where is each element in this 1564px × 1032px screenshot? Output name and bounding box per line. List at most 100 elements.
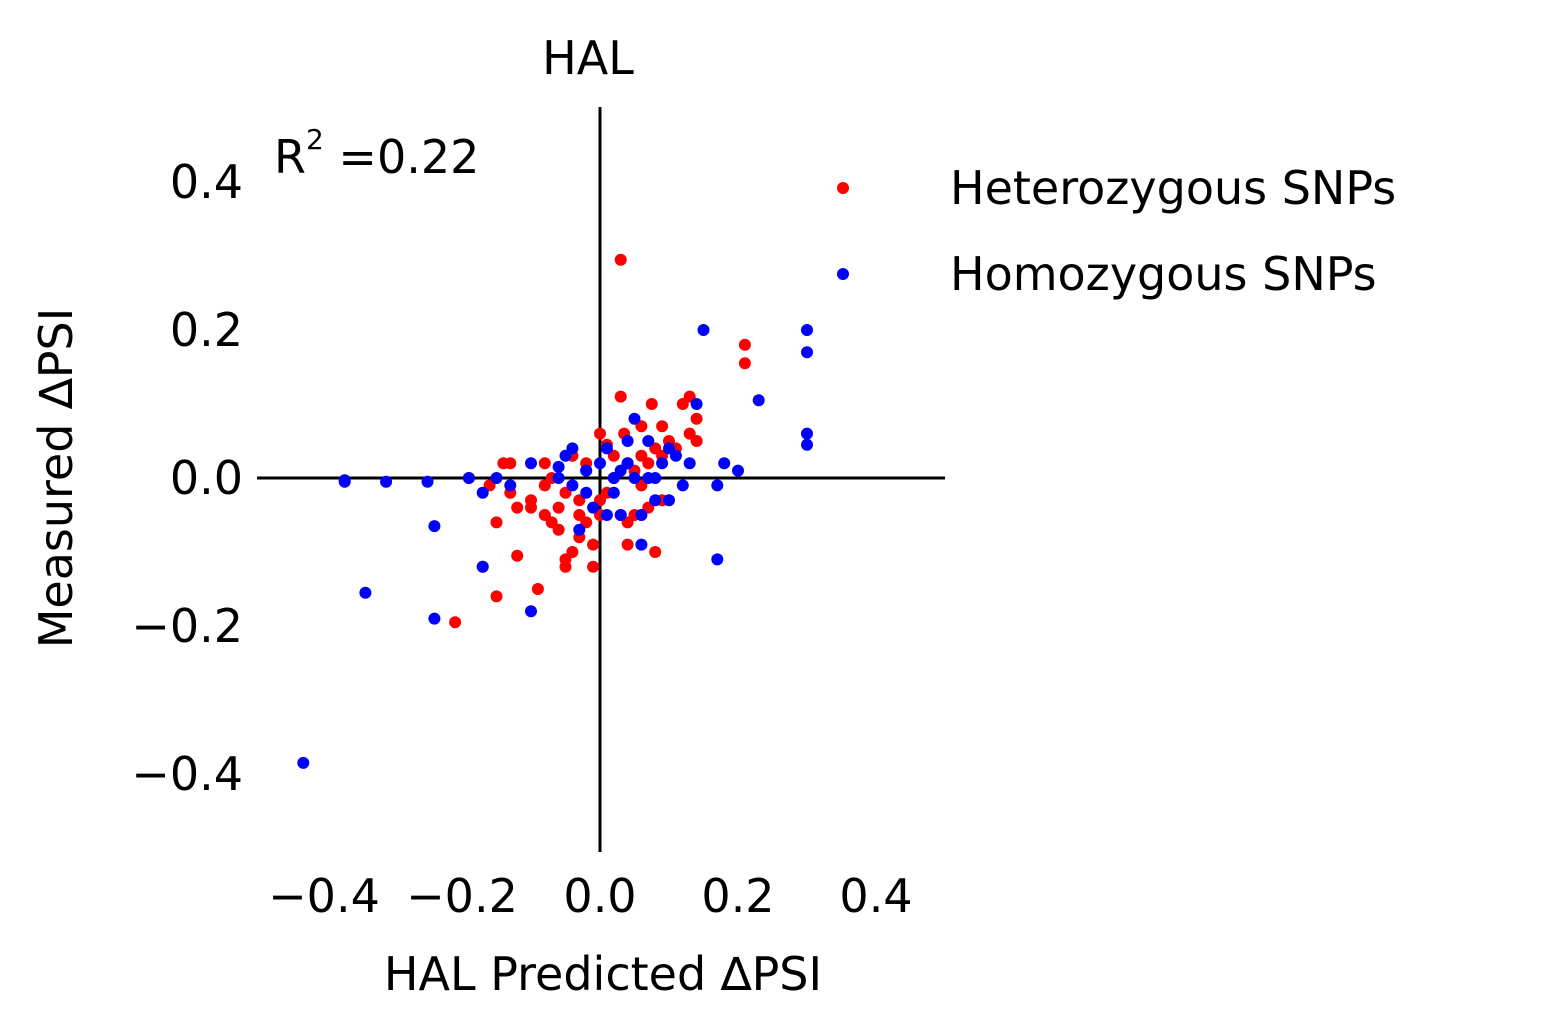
data-point [525, 501, 537, 514]
data-point [628, 412, 641, 425]
data-point [621, 435, 634, 447]
data-point [642, 435, 655, 447]
data-point [511, 549, 524, 562]
series-points [297, 324, 813, 769]
data-point [594, 457, 606, 470]
data-point [552, 501, 565, 514]
data-point [587, 560, 600, 573]
data-point [635, 538, 648, 551]
data-point [635, 509, 648, 521]
legend-label: Homozygous SNPs [950, 247, 1377, 301]
data-point [476, 486, 489, 499]
data-point [628, 472, 641, 484]
data-point [649, 472, 662, 484]
data-point [525, 457, 537, 470]
data-point [559, 449, 572, 462]
legend-label: Heterozygous SNPs [950, 161, 1396, 215]
data-point [587, 538, 600, 551]
data-points [297, 253, 813, 769]
data-point [752, 394, 765, 407]
y-axis-label: Measured ∆PSI [29, 308, 83, 649]
data-point [462, 472, 475, 484]
data-point [573, 523, 586, 536]
x-tick-label: −0.2 [406, 869, 518, 923]
data-point [525, 605, 537, 618]
data-point [669, 449, 682, 462]
data-point [552, 472, 565, 484]
y-tick-label: −0.4 [131, 747, 243, 801]
data-point [801, 427, 813, 440]
legend-marker [837, 182, 849, 194]
x-axis-label: HAL Predicted ∆PSI [384, 947, 822, 1001]
data-point [683, 457, 696, 470]
y-tick-label: 0.2 [170, 303, 243, 357]
data-point [801, 346, 813, 359]
data-point [380, 475, 393, 488]
data-point [580, 464, 593, 477]
data-point [428, 520, 441, 533]
data-point [538, 457, 551, 470]
data-point [801, 324, 813, 336]
data-point [490, 472, 503, 484]
data-point [600, 509, 613, 521]
data-point [476, 560, 489, 573]
data-point [607, 486, 620, 499]
x-tick-labels: −0.4 −0.2 0.0 0.2 0.4 [268, 869, 912, 923]
data-point [428, 612, 441, 625]
data-point [538, 479, 551, 492]
data-point [566, 479, 579, 492]
data-point [711, 479, 724, 492]
data-point [718, 457, 731, 470]
data-point [711, 553, 724, 566]
annotation-rest: =0.22 [324, 130, 480, 184]
data-point [490, 516, 503, 529]
data-point [621, 457, 634, 470]
data-point [421, 475, 434, 488]
chart-title: HAL [542, 31, 634, 85]
data-point [690, 435, 703, 447]
r-squared-annotation: R2 =0.22 [274, 123, 479, 184]
x-tick-label: −0.4 [268, 869, 380, 923]
data-point [338, 474, 351, 487]
axes [257, 107, 945, 852]
legend-marker [837, 268, 849, 280]
data-point [738, 338, 751, 351]
y-tick-label: 0.0 [170, 451, 243, 505]
data-point [297, 756, 310, 769]
data-point [600, 442, 613, 455]
data-point [649, 494, 662, 507]
data-point [359, 586, 372, 599]
data-point [649, 546, 662, 558]
data-point [656, 457, 669, 470]
data-point [449, 616, 462, 629]
data-point [552, 523, 565, 536]
data-point [580, 486, 593, 499]
data-point [614, 509, 627, 521]
data-point [594, 427, 606, 440]
annotation-base: R [274, 130, 306, 184]
data-point [738, 357, 751, 370]
y-tick-labels: −0.4 −0.2 0.0 0.2 0.4 [131, 155, 243, 801]
annotation-superscript: 2 [306, 123, 324, 156]
data-point [732, 464, 744, 477]
data-point [504, 479, 517, 492]
svg-text:R2 =0.22: R2 =0.22 [274, 123, 479, 184]
data-point [656, 420, 669, 433]
data-point [511, 501, 524, 514]
data-point [621, 538, 634, 551]
data-point [614, 253, 627, 266]
legend: Heterozygous SNPs Homozygous SNPs [837, 161, 1396, 301]
data-point [676, 479, 689, 492]
x-tick-label: 0.0 [563, 869, 636, 923]
y-tick-label: −0.2 [131, 599, 243, 653]
data-point [490, 590, 503, 603]
data-point [497, 457, 510, 470]
data-point [697, 324, 710, 336]
data-point [690, 412, 703, 425]
data-point [573, 509, 586, 521]
data-point [552, 460, 565, 473]
data-point [801, 438, 813, 451]
data-point [614, 390, 627, 403]
data-point [559, 560, 572, 573]
